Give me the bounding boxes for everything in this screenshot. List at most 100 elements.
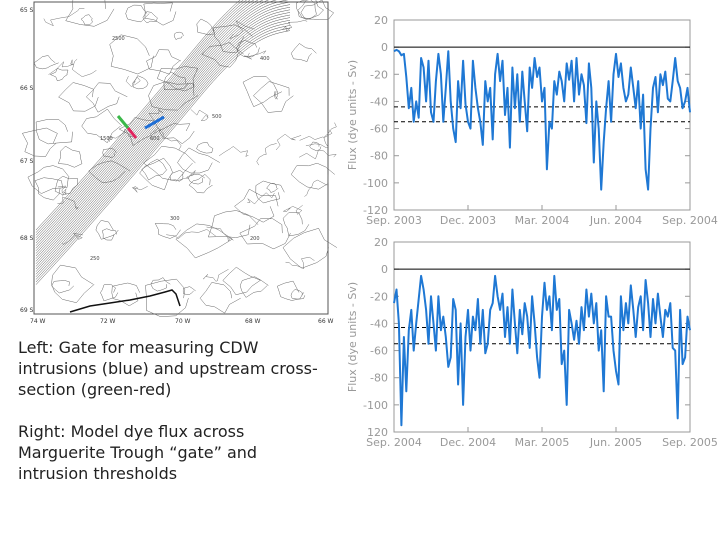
trough-contour [35,0,289,254]
x-tick-label: Sep. 2004 [662,214,718,227]
y-tick-label: -20 [370,290,388,303]
contour-line [182,286,196,295]
contour-line [100,284,119,302]
contour-line [139,157,174,191]
contour-label: 200 [250,236,260,242]
contour-line [51,280,74,294]
y-tick-label: -60 [370,345,388,358]
contour-line [102,147,117,158]
trough-contour [35,0,255,241]
contour-line [95,220,119,240]
y-tick-label: 20 [374,236,388,249]
contour-line [297,0,325,20]
trough-contour [35,0,277,251]
trough-contour [35,12,291,267]
contour-line [177,147,220,174]
contour-line [173,31,184,40]
contour-line [276,280,304,301]
contour-line [146,49,182,75]
bathymetry-map: 65 S 66 S 67 S 68 S 69 S 74 W 72 W 70 W … [20,0,338,325]
lat-label: 67 S [20,158,34,165]
trough-contour [35,30,291,285]
x-tick-label: Dec. 2004 [440,436,496,449]
contour-line [196,142,214,154]
lon-label: 72 W [100,318,116,325]
contour-line [48,58,78,75]
contour-line [282,227,338,269]
contour-line [80,14,93,26]
contour-line [109,34,154,75]
trough-contour [35,17,291,272]
contour-line [142,11,158,24]
contour-line [196,18,215,35]
contour-line [148,108,164,123]
lat-label: 66 S [20,85,34,92]
contour-line [150,277,171,292]
contour-label: 300 [170,216,180,222]
contour-line [70,59,97,77]
contour-line [88,160,131,183]
caption-left: Left: Gate for measuring CDW intrusions … [18,338,318,399]
plot-frame [393,19,691,211]
trough-contour [35,27,291,283]
flux-series-line [393,274,691,427]
contour-line [85,82,128,113]
contour-line [299,122,337,141]
contour-line [273,91,279,100]
contour-line [290,289,306,300]
contour-line [102,228,118,241]
contour-line [213,24,253,54]
contour-line [175,223,233,259]
contour-depth-labels: 2500 1500 600 500 400 300 250 200 [90,36,270,262]
contour-line [34,177,63,201]
contour-line [62,232,84,245]
contour-line [154,223,181,239]
contour-line [57,145,83,168]
contour-line [298,149,337,160]
contour-line [234,188,279,223]
x-tick-label: Sep. 2003 [366,214,422,227]
contour-line [57,196,79,210]
y-tick-label: 0 [381,41,388,54]
trough-contour [35,14,291,270]
contour-line [290,43,317,62]
x-tick-label: Mar. 2005 [515,436,570,449]
contour-line [43,8,85,27]
contour-line [239,218,291,250]
y-tick-label: -20 [370,68,388,81]
contour-line [239,276,269,298]
trough-contour [35,0,251,238]
contour-line [51,264,95,303]
contour-label: 600 [150,136,160,142]
trough-contour [35,0,241,231]
lon-label: 66 W [318,318,334,325]
contour-line [305,129,333,149]
lat-label: 65 S [20,7,34,14]
lon-label: 70 W [175,318,191,325]
contour-line [304,179,328,197]
coastline [69,289,181,313]
contour-line [108,128,136,142]
y-tick-label: -100 [363,399,388,412]
y-axis-label: Flux (dye units - Sv) [346,60,359,170]
contour-line [125,4,150,23]
contour-line [188,173,213,194]
trough-contour [35,0,247,236]
trough-contour [35,6,291,262]
trough-contour [35,0,244,233]
trough-contour [35,0,259,244]
contour-line [242,76,283,108]
trough-contour [35,19,291,275]
contour-label: 1500 [100,136,113,142]
contour-label: 500 [212,114,222,120]
y-tick-label: -100 [363,177,388,190]
y-tick-label: -40 [370,317,388,330]
trough-contour [35,1,291,257]
lon-label: 68 W [245,318,261,325]
y-axis-label: Flux (dye units - Sv) [346,282,359,392]
y-tick-label: 20 [374,14,388,27]
contour-line [218,146,249,157]
